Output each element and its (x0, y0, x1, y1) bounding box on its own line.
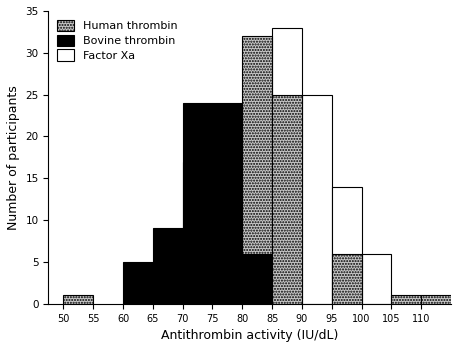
Bar (213, 103, 242, 304)
Bar (213, 254, 242, 304)
Bar (272, 28, 302, 304)
Y-axis label: Number of participants: Number of participants (7, 85, 20, 230)
Bar (123, 262, 153, 304)
Bar (332, 254, 362, 304)
Bar (242, 254, 272, 304)
Bar (153, 229, 183, 304)
Bar (362, 254, 392, 304)
Bar (183, 162, 213, 304)
Bar (332, 187, 362, 304)
X-axis label: Antithrombin activity (IU/dL): Antithrombin activity (IU/dL) (161, 329, 338, 342)
Bar (183, 103, 213, 304)
Legend: Human thrombin, Bovine thrombin, Factor Xa: Human thrombin, Bovine thrombin, Factor … (54, 16, 181, 64)
Bar (272, 95, 302, 304)
Bar (63, 295, 93, 304)
Bar (302, 95, 332, 304)
Bar (242, 36, 272, 304)
Bar (421, 295, 451, 304)
Bar (392, 295, 421, 304)
